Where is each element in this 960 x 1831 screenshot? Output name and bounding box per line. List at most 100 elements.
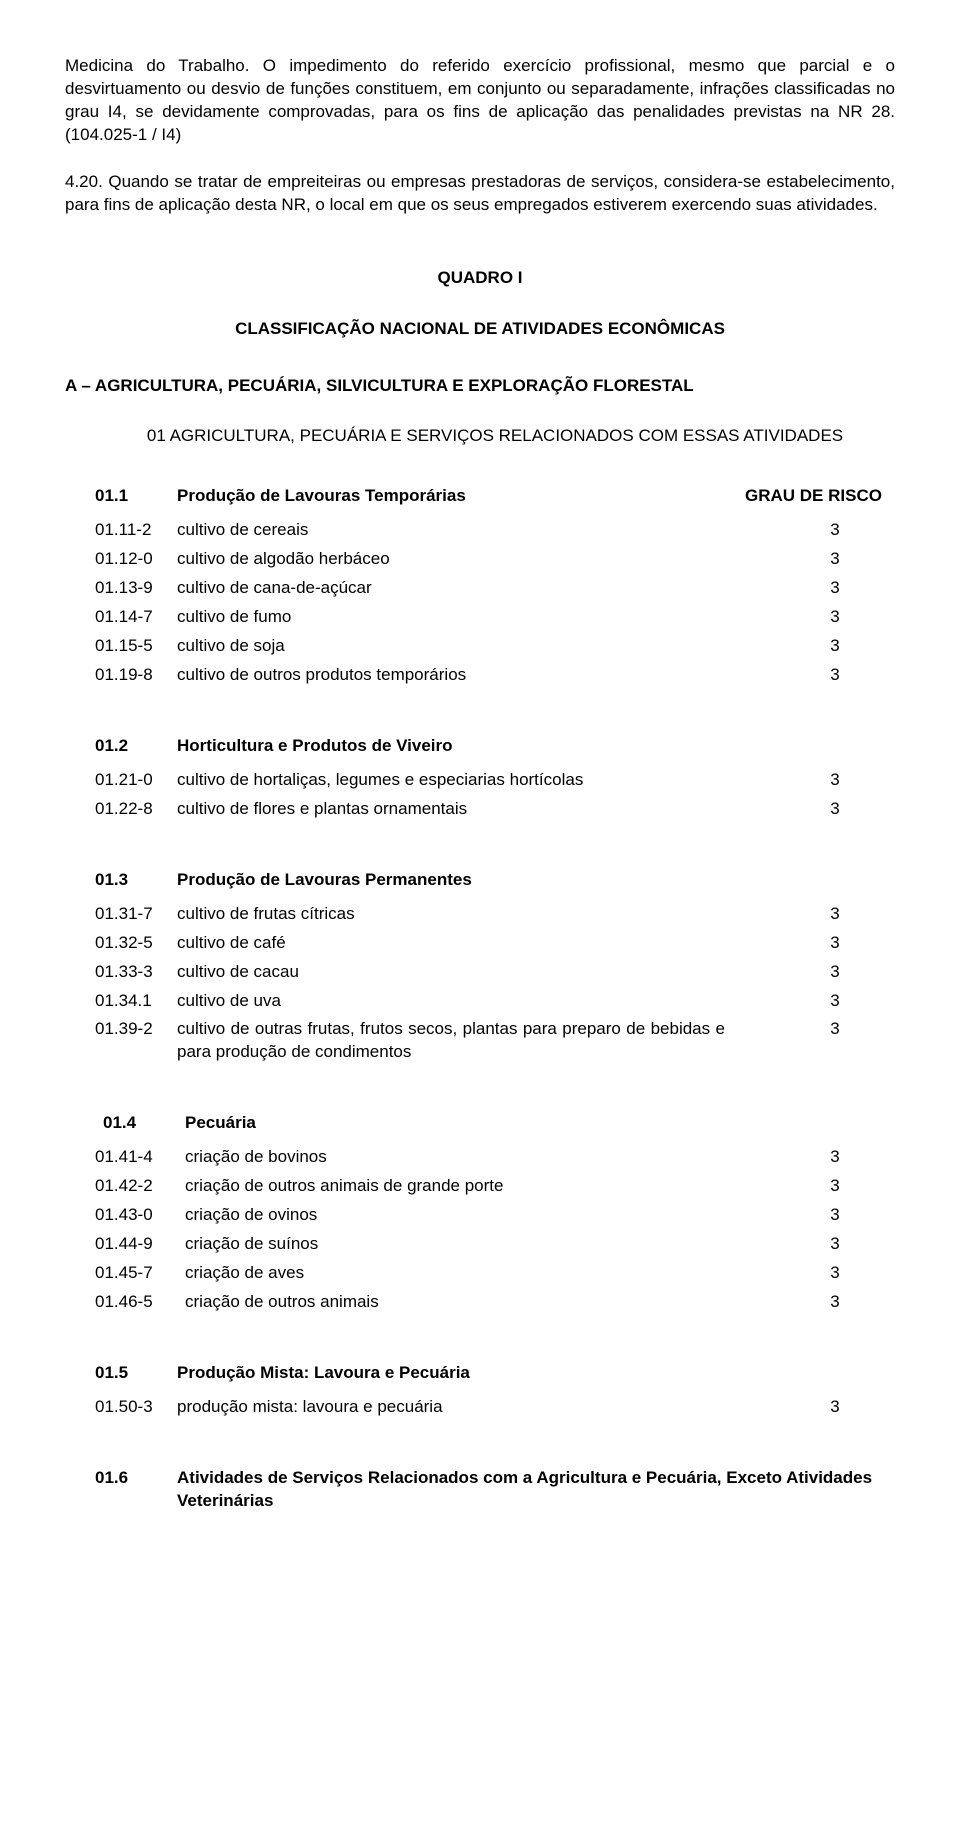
row-risk: 3: [745, 1015, 925, 1067]
table-row: 01.21-0cultivo de hortaliças, legumes e …: [95, 766, 925, 795]
row-risk: 3: [745, 1201, 925, 1230]
activity-table: 01.2Horticultura e Produtos de Viveiro01…: [95, 732, 925, 824]
row-code: 01.14-7: [95, 603, 177, 632]
group-code: 01.2: [95, 732, 177, 766]
row-desc: cultivo de flores e plantas ornamentais: [177, 795, 745, 824]
group-code: 01.6: [95, 1464, 177, 1521]
section-a-title: A – AGRICULTURA, PECUÁRIA, SILVICULTURA …: [65, 375, 895, 398]
row-code: 01.34.1: [95, 987, 177, 1016]
activity-table: 01.3Produção de Lavouras Permanentes01.3…: [95, 866, 925, 1068]
row-code: 01.32-5: [95, 929, 177, 958]
table-row: 01.13-9cultivo de cana-de-açúcar3: [95, 574, 925, 603]
row-code: 01.22-8: [95, 795, 177, 824]
row-risk: 3: [745, 661, 925, 690]
row-desc: criação de outros animais: [185, 1288, 745, 1317]
activity-table: 01.6Atividades de Serviços Relacionados …: [95, 1464, 925, 1521]
row-code: 01.50-3: [95, 1393, 177, 1422]
group-code: 01.1: [95, 482, 177, 516]
row-risk: 3: [745, 987, 925, 1016]
table-row: 01.50-3produção mista: lavoura e pecuári…: [95, 1393, 925, 1422]
row-desc: cultivo de soja: [177, 632, 745, 661]
row-risk: 3: [745, 795, 925, 824]
row-desc: cultivo de cana-de-açúcar: [177, 574, 745, 603]
group-title: Produção de Lavouras Permanentes: [177, 866, 745, 900]
row-risk: 3: [745, 516, 925, 545]
row-desc: cultivo de frutas cítricas: [177, 900, 745, 929]
group-title: Produção de Lavouras Temporárias: [177, 482, 745, 516]
row-risk: 3: [745, 1288, 925, 1317]
row-risk: 3: [745, 574, 925, 603]
risk-header: [745, 1359, 925, 1393]
table-row: 01.14-7cultivo de fumo3: [95, 603, 925, 632]
table-row: 01.44-9criação de suínos3: [95, 1230, 925, 1259]
group-code: 01.4: [95, 1109, 185, 1143]
row-desc: cultivo de cacau: [177, 958, 745, 987]
section-01-title: 01 AGRICULTURA, PECUÁRIA E SERVIÇOS RELA…: [95, 425, 895, 448]
quadro-subtitle: CLASSIFICAÇÃO NACIONAL DE ATIVIDADES ECO…: [65, 318, 895, 341]
group-title: Atividades de Serviços Relacionados com …: [177, 1464, 925, 1521]
row-code: 01.42-2: [95, 1172, 185, 1201]
group-code: 01.5: [95, 1359, 177, 1393]
row-risk: 3: [745, 1230, 925, 1259]
row-code: 01.31-7: [95, 900, 177, 929]
risk-header: [745, 1109, 925, 1143]
risk-header: GRAU DE RISCO: [745, 482, 925, 516]
table-row: 01.39-2cultivo de outras frutas, frutos …: [95, 1015, 925, 1067]
table-row: 01.41-4criação de bovinos3: [95, 1143, 925, 1172]
table-row: 01.22-8cultivo de flores e plantas ornam…: [95, 795, 925, 824]
row-desc: criação de bovinos: [185, 1143, 745, 1172]
row-code: 01.43-0: [95, 1201, 185, 1230]
row-code: 01.39-2: [95, 1015, 177, 1067]
activity-table: 01.5Produção Mista: Lavoura e Pecuária01…: [95, 1359, 925, 1422]
row-risk: 3: [745, 929, 925, 958]
table-row: 01.32-5cultivo de café3: [95, 929, 925, 958]
table-row: 01.33-3cultivo de cacau3: [95, 958, 925, 987]
row-desc: cultivo de algodão herbáceo: [177, 545, 745, 574]
group-title: Pecuária: [185, 1109, 745, 1143]
row-desc: cultivo de outros produtos temporários: [177, 661, 745, 690]
row-code: 01.19-8: [95, 661, 177, 690]
row-risk: 3: [745, 766, 925, 795]
row-code: 01.45-7: [95, 1259, 185, 1288]
row-risk: 3: [745, 545, 925, 574]
row-desc: criação de aves: [185, 1259, 745, 1288]
group-code: 01.3: [95, 866, 177, 900]
row-desc: criação de suínos: [185, 1230, 745, 1259]
group-title: Horticultura e Produtos de Viveiro: [177, 732, 745, 766]
row-code: 01.11-2: [95, 516, 177, 545]
paragraph-1: Medicina do Trabalho. O impedimento do r…: [65, 55, 895, 147]
row-code: 01.33-3: [95, 958, 177, 987]
row-risk: 3: [745, 1393, 925, 1422]
row-desc: cultivo de fumo: [177, 603, 745, 632]
row-risk: 3: [745, 603, 925, 632]
row-risk: 3: [745, 1143, 925, 1172]
row-code: 01.12-0: [95, 545, 177, 574]
table-row: 01.45-7criação de aves3: [95, 1259, 925, 1288]
table-row: 01.43-0criação de ovinos3: [95, 1201, 925, 1230]
row-risk: 3: [745, 1172, 925, 1201]
row-code: 01.15-5: [95, 632, 177, 661]
row-risk: 3: [745, 900, 925, 929]
table-row: 01.46-5criação de outros animais3: [95, 1288, 925, 1317]
row-risk: 3: [745, 632, 925, 661]
table-row: 01.34.1cultivo de uva3: [95, 987, 925, 1016]
row-code: 01.21-0: [95, 766, 177, 795]
table-row: 01.42-2criação de outros animais de gran…: [95, 1172, 925, 1201]
row-risk: 3: [745, 958, 925, 987]
row-code: 01.46-5: [95, 1288, 185, 1317]
row-desc: criação de ovinos: [185, 1201, 745, 1230]
activity-table: 01.4Pecuária01.41-4criação de bovinos301…: [95, 1109, 925, 1317]
row-desc: cultivo de cereais: [177, 516, 745, 545]
row-code: 01.41-4: [95, 1143, 185, 1172]
table-row: 01.31-7cultivo de frutas cítricas3: [95, 900, 925, 929]
paragraph-2: 4.20. Quando se tratar de empreiteiras o…: [65, 171, 895, 217]
table-row: 01.11-2cultivo de cereais3: [95, 516, 925, 545]
activity-table: 01.1Produção de Lavouras TemporáriasGRAU…: [95, 482, 925, 690]
row-desc: criação de outros animais de grande port…: [185, 1172, 745, 1201]
quadro-title: QUADRO I: [65, 267, 895, 290]
row-risk: 3: [745, 1259, 925, 1288]
row-desc: cultivo de café: [177, 929, 745, 958]
row-code: 01.44-9: [95, 1230, 185, 1259]
table-row: 01.19-8cultivo de outros produtos tempor…: [95, 661, 925, 690]
table-row: 01.12-0cultivo de algodão herbáceo3: [95, 545, 925, 574]
